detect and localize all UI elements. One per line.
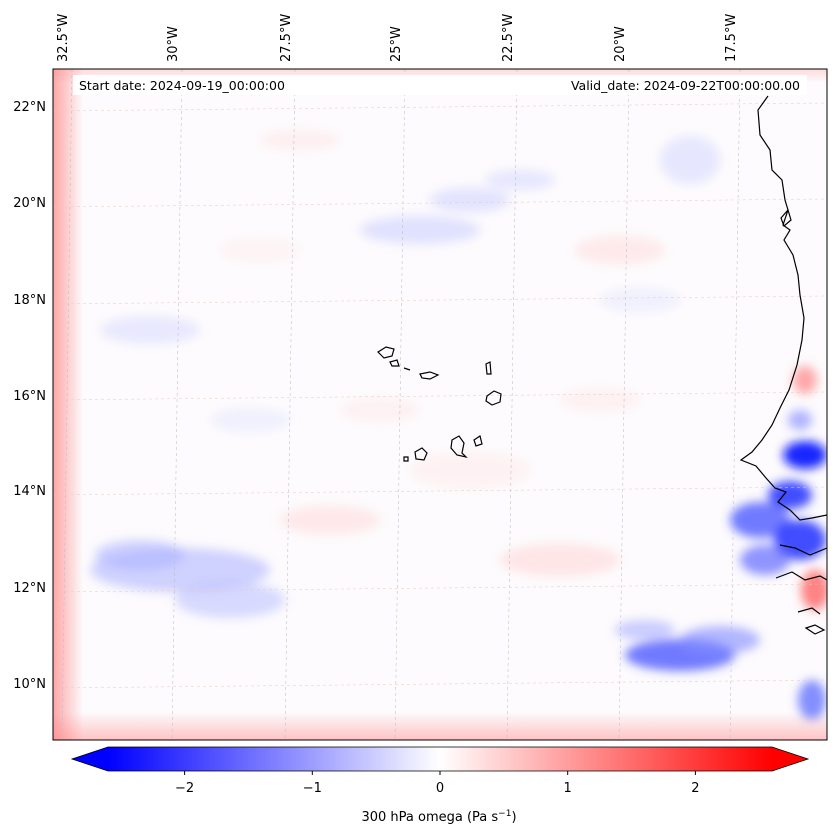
lat-label: 18°N [13, 293, 46, 308]
cape-verde-islands [377, 346, 502, 462]
start-date-label: Start date: 2024-09-19_00:00:00 [79, 78, 285, 93]
colorbar-tick-label: 1 [564, 781, 572, 796]
left-boundary-strip [53, 69, 83, 740]
gridlines [53, 69, 827, 740]
colorbar-label: 300 hPa omega (Pa s−1) [361, 809, 516, 825]
map-frame [52, 68, 828, 741]
omega-field [53, 69, 827, 740]
lon-label: 32.5°W [56, 14, 71, 62]
meridian-line [394, 69, 406, 740]
colorbar-max-extend [772, 747, 808, 771]
lat-label: 12°N [13, 581, 46, 596]
colorbar-tick-label: 0 [436, 781, 444, 796]
colorbar-tick-label: 2 [691, 781, 699, 796]
colorbar-tick-label: −1 [303, 781, 322, 796]
meridian-line [284, 69, 296, 740]
bottom-boundary-strip [53, 712, 827, 740]
lat-label: 16°N [13, 389, 46, 404]
meridian-line [61, 69, 73, 740]
colorbar-min-extend [72, 747, 108, 771]
lon-label: 25°W [389, 26, 404, 62]
colorbar-body [108, 747, 772, 771]
meridian-line [171, 69, 183, 740]
colorbar: −2 −1 0 1 2 300 hPa omega (Pa s−1) [70, 746, 810, 825]
meridian-line [729, 69, 741, 740]
lon-label: 20°W [613, 26, 628, 62]
lon-label: 30°W [166, 26, 181, 62]
colorbar-tick-label: −2 [175, 781, 194, 796]
lat-label: 14°N [13, 484, 46, 499]
meridian-line [618, 69, 630, 740]
lon-label: 17.5°W [724, 14, 739, 62]
lon-label: 22.5°W [501, 14, 516, 62]
meridian-line [506, 69, 518, 740]
coastline [739, 95, 827, 635]
valid-date-label: Valid_date: 2024-09-22T00:00:00.00 [571, 78, 800, 93]
lat-label: 22°N [13, 100, 46, 115]
info-bar [73, 75, 807, 95]
lon-label: 27.5°W [279, 14, 294, 62]
lat-label: 20°N [13, 196, 46, 211]
lat-label: 10°N [13, 677, 46, 692]
